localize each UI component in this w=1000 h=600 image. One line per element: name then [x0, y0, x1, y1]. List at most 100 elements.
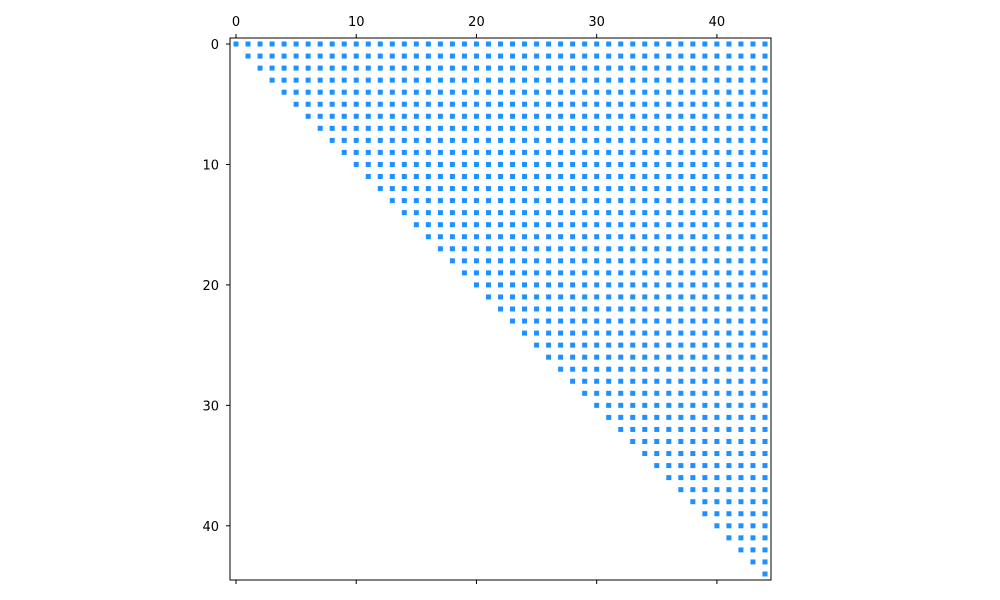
- spy-marker: [738, 426, 744, 432]
- spy-marker: [762, 547, 768, 553]
- spy-marker: [582, 65, 588, 71]
- spy-marker: [293, 53, 299, 59]
- spy-marker: [750, 487, 756, 493]
- spy-marker: [570, 366, 576, 372]
- spy-marker: [233, 41, 239, 47]
- spy-marker: [413, 77, 419, 83]
- spy-marker: [449, 161, 455, 167]
- spy-marker: [630, 294, 636, 300]
- spy-marker: [485, 77, 491, 83]
- spy-marker: [702, 89, 708, 95]
- spy-marker: [618, 77, 624, 83]
- spy-marker: [690, 101, 696, 107]
- spy-marker: [365, 41, 371, 47]
- spy-marker: [702, 330, 708, 336]
- spy-marker: [594, 306, 600, 312]
- spy-marker: [510, 101, 516, 107]
- spy-marker: [630, 426, 636, 432]
- spy-marker: [461, 234, 467, 240]
- spy-marker: [437, 161, 443, 167]
- spy-marker: [726, 65, 732, 71]
- spy-marker: [654, 402, 660, 408]
- spy-marker: [738, 402, 744, 408]
- spy-marker: [413, 41, 419, 47]
- spy-marker: [762, 451, 768, 457]
- spy-marker: [762, 318, 768, 324]
- spy-marker: [714, 463, 720, 469]
- spy-marker: [750, 535, 756, 541]
- spy-marker: [594, 137, 600, 143]
- spy-marker: [654, 330, 660, 336]
- spy-marker: [630, 390, 636, 396]
- spy-marker: [714, 210, 720, 216]
- spy-marker: [690, 294, 696, 300]
- spy-marker: [678, 234, 684, 240]
- spy-marker: [498, 149, 503, 155]
- spy-marker: [546, 282, 552, 288]
- spy-marker: [293, 89, 299, 95]
- spy-marker: [666, 414, 672, 420]
- spy-marker: [570, 101, 576, 107]
- spy-marker: [594, 282, 600, 288]
- spy-marker: [510, 186, 516, 192]
- spy-marker: [702, 210, 708, 216]
- spy-marker: [690, 113, 696, 119]
- spy-marker: [498, 270, 503, 276]
- spy-marker: [570, 149, 576, 155]
- spy-marker: [498, 101, 503, 107]
- spy-marker: [606, 222, 612, 228]
- spy-marker: [365, 149, 371, 155]
- spy-marker: [582, 53, 588, 59]
- spy-marker: [377, 77, 383, 83]
- spy-marker: [630, 258, 636, 264]
- spy-marker: [666, 402, 672, 408]
- spy-marker: [558, 318, 564, 324]
- spy-marker: [570, 246, 576, 252]
- spy-marker: [401, 210, 407, 216]
- spy-marker: [714, 523, 720, 529]
- spy-marker: [461, 174, 467, 180]
- spy-marker: [630, 77, 636, 83]
- spy-marker: [534, 41, 540, 47]
- spy-marker: [642, 306, 648, 312]
- spy-marker: [558, 174, 564, 180]
- spy-marker: [726, 89, 732, 95]
- spy-marker: [630, 41, 636, 47]
- spy-marker: [377, 65, 383, 71]
- spy-marker: [522, 101, 528, 107]
- spy-marker: [606, 53, 612, 59]
- spy-marker: [738, 330, 744, 336]
- spy-marker: [437, 186, 443, 192]
- spy-marker: [702, 161, 708, 167]
- spy-marker: [750, 149, 756, 155]
- spy-marker: [750, 378, 756, 384]
- spy-marker: [690, 414, 696, 420]
- spy-marker: [485, 234, 491, 240]
- spy-marker: [522, 77, 528, 83]
- spy-marker: [738, 161, 744, 167]
- spy-marker: [558, 41, 564, 47]
- spy-marker: [702, 174, 708, 180]
- spy-marker: [762, 402, 768, 408]
- spy-marker: [738, 282, 744, 288]
- spy-marker: [401, 77, 407, 83]
- spy-marker: [714, 161, 720, 167]
- spy-marker: [353, 149, 359, 155]
- spy-marker: [726, 390, 732, 396]
- spy-marker: [726, 402, 732, 408]
- spy-marker: [546, 65, 552, 71]
- spy-marker: [726, 511, 732, 517]
- spy-marker: [558, 246, 564, 252]
- spy-marker: [726, 306, 732, 312]
- spy-marker: [618, 342, 624, 348]
- spy-marker: [329, 77, 335, 83]
- spy-marker: [762, 41, 768, 47]
- spy-marker: [570, 65, 576, 71]
- spy-marker: [762, 53, 768, 59]
- spy-marker: [510, 270, 516, 276]
- spy-marker: [726, 113, 732, 119]
- spy-marker: [305, 65, 311, 71]
- spy-marker: [714, 222, 720, 228]
- spy-marker: [293, 101, 299, 107]
- spy-marker: [546, 149, 552, 155]
